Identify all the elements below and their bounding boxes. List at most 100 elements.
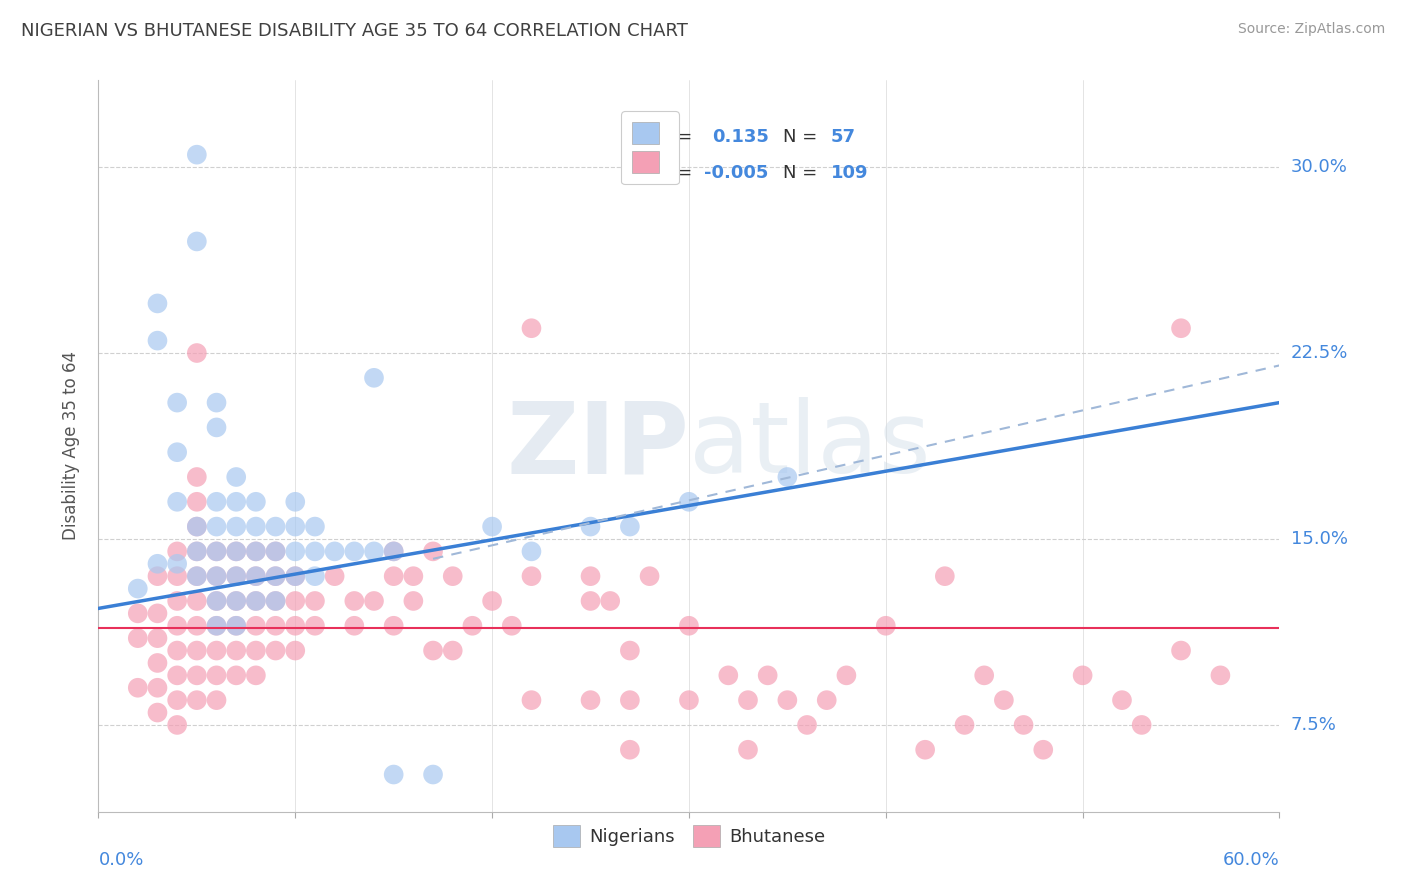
Point	[441, 569, 464, 583]
Point	[737, 693, 759, 707]
Point	[1170, 643, 1192, 657]
Point	[245, 544, 267, 558]
Point	[678, 495, 700, 509]
Point	[501, 619, 523, 633]
Text: 109: 109	[831, 164, 868, 182]
Point	[146, 557, 169, 571]
Point	[205, 668, 228, 682]
Text: 7.5%: 7.5%	[1291, 716, 1337, 734]
Point	[245, 519, 267, 533]
Point	[619, 519, 641, 533]
Point	[264, 619, 287, 633]
Point	[205, 544, 228, 558]
Point	[441, 643, 464, 657]
Point	[186, 470, 208, 484]
Point	[284, 594, 307, 608]
Point	[186, 619, 208, 633]
Point	[225, 470, 247, 484]
Point	[245, 668, 267, 682]
Point	[166, 693, 188, 707]
Point	[993, 693, 1015, 707]
Point	[323, 569, 346, 583]
Point	[579, 693, 602, 707]
Point	[343, 544, 366, 558]
Point	[461, 619, 484, 633]
Point	[815, 693, 838, 707]
Point	[579, 569, 602, 583]
Point	[284, 569, 307, 583]
Point	[382, 767, 405, 781]
Point	[186, 544, 208, 558]
Point	[776, 470, 799, 484]
Point	[796, 718, 818, 732]
Point	[166, 445, 188, 459]
Point	[186, 643, 208, 657]
Point	[127, 681, 149, 695]
Text: 22.5%: 22.5%	[1291, 344, 1348, 362]
Point	[382, 619, 405, 633]
Text: Source: ZipAtlas.com: Source: ZipAtlas.com	[1237, 22, 1385, 37]
Point	[166, 557, 188, 571]
Point	[264, 569, 287, 583]
Point	[166, 569, 188, 583]
Point	[382, 544, 405, 558]
Point	[619, 743, 641, 757]
Point	[422, 767, 444, 781]
Point	[264, 544, 287, 558]
Point	[225, 544, 247, 558]
Point	[166, 668, 188, 682]
Point	[245, 569, 267, 583]
Point	[186, 668, 208, 682]
Text: ZIP: ZIP	[506, 398, 689, 494]
Point	[934, 569, 956, 583]
Point	[245, 495, 267, 509]
Point	[245, 619, 267, 633]
Text: 30.0%: 30.0%	[1291, 158, 1347, 176]
Point	[481, 519, 503, 533]
Point	[245, 594, 267, 608]
Point	[363, 371, 385, 385]
Point	[166, 544, 188, 558]
Point	[186, 693, 208, 707]
Point	[1032, 743, 1054, 757]
Point	[835, 668, 858, 682]
Point	[1111, 693, 1133, 707]
Point	[205, 619, 228, 633]
Point	[756, 668, 779, 682]
Text: atlas: atlas	[689, 398, 931, 494]
Point	[973, 668, 995, 682]
Point	[579, 594, 602, 608]
Point	[1012, 718, 1035, 732]
Text: N =: N =	[783, 164, 824, 182]
Point	[737, 743, 759, 757]
Point	[1209, 668, 1232, 682]
Point	[402, 569, 425, 583]
Point	[402, 594, 425, 608]
Point	[225, 569, 247, 583]
Point	[186, 544, 208, 558]
Point	[186, 346, 208, 360]
Point	[678, 619, 700, 633]
Text: -0.005: -0.005	[704, 164, 769, 182]
Point	[264, 519, 287, 533]
Point	[205, 619, 228, 633]
Point	[245, 643, 267, 657]
Point	[205, 395, 228, 409]
Point	[186, 519, 208, 533]
Point	[284, 544, 307, 558]
Point	[127, 582, 149, 596]
Point	[520, 569, 543, 583]
Point	[264, 594, 287, 608]
Point	[225, 594, 247, 608]
Point	[422, 544, 444, 558]
Point	[205, 569, 228, 583]
Point	[205, 594, 228, 608]
Point	[146, 681, 169, 695]
Point	[343, 619, 366, 633]
Point	[225, 569, 247, 583]
Text: N =: N =	[783, 128, 824, 145]
Point	[146, 569, 169, 583]
Point	[186, 147, 208, 161]
Point	[520, 544, 543, 558]
Point	[205, 569, 228, 583]
